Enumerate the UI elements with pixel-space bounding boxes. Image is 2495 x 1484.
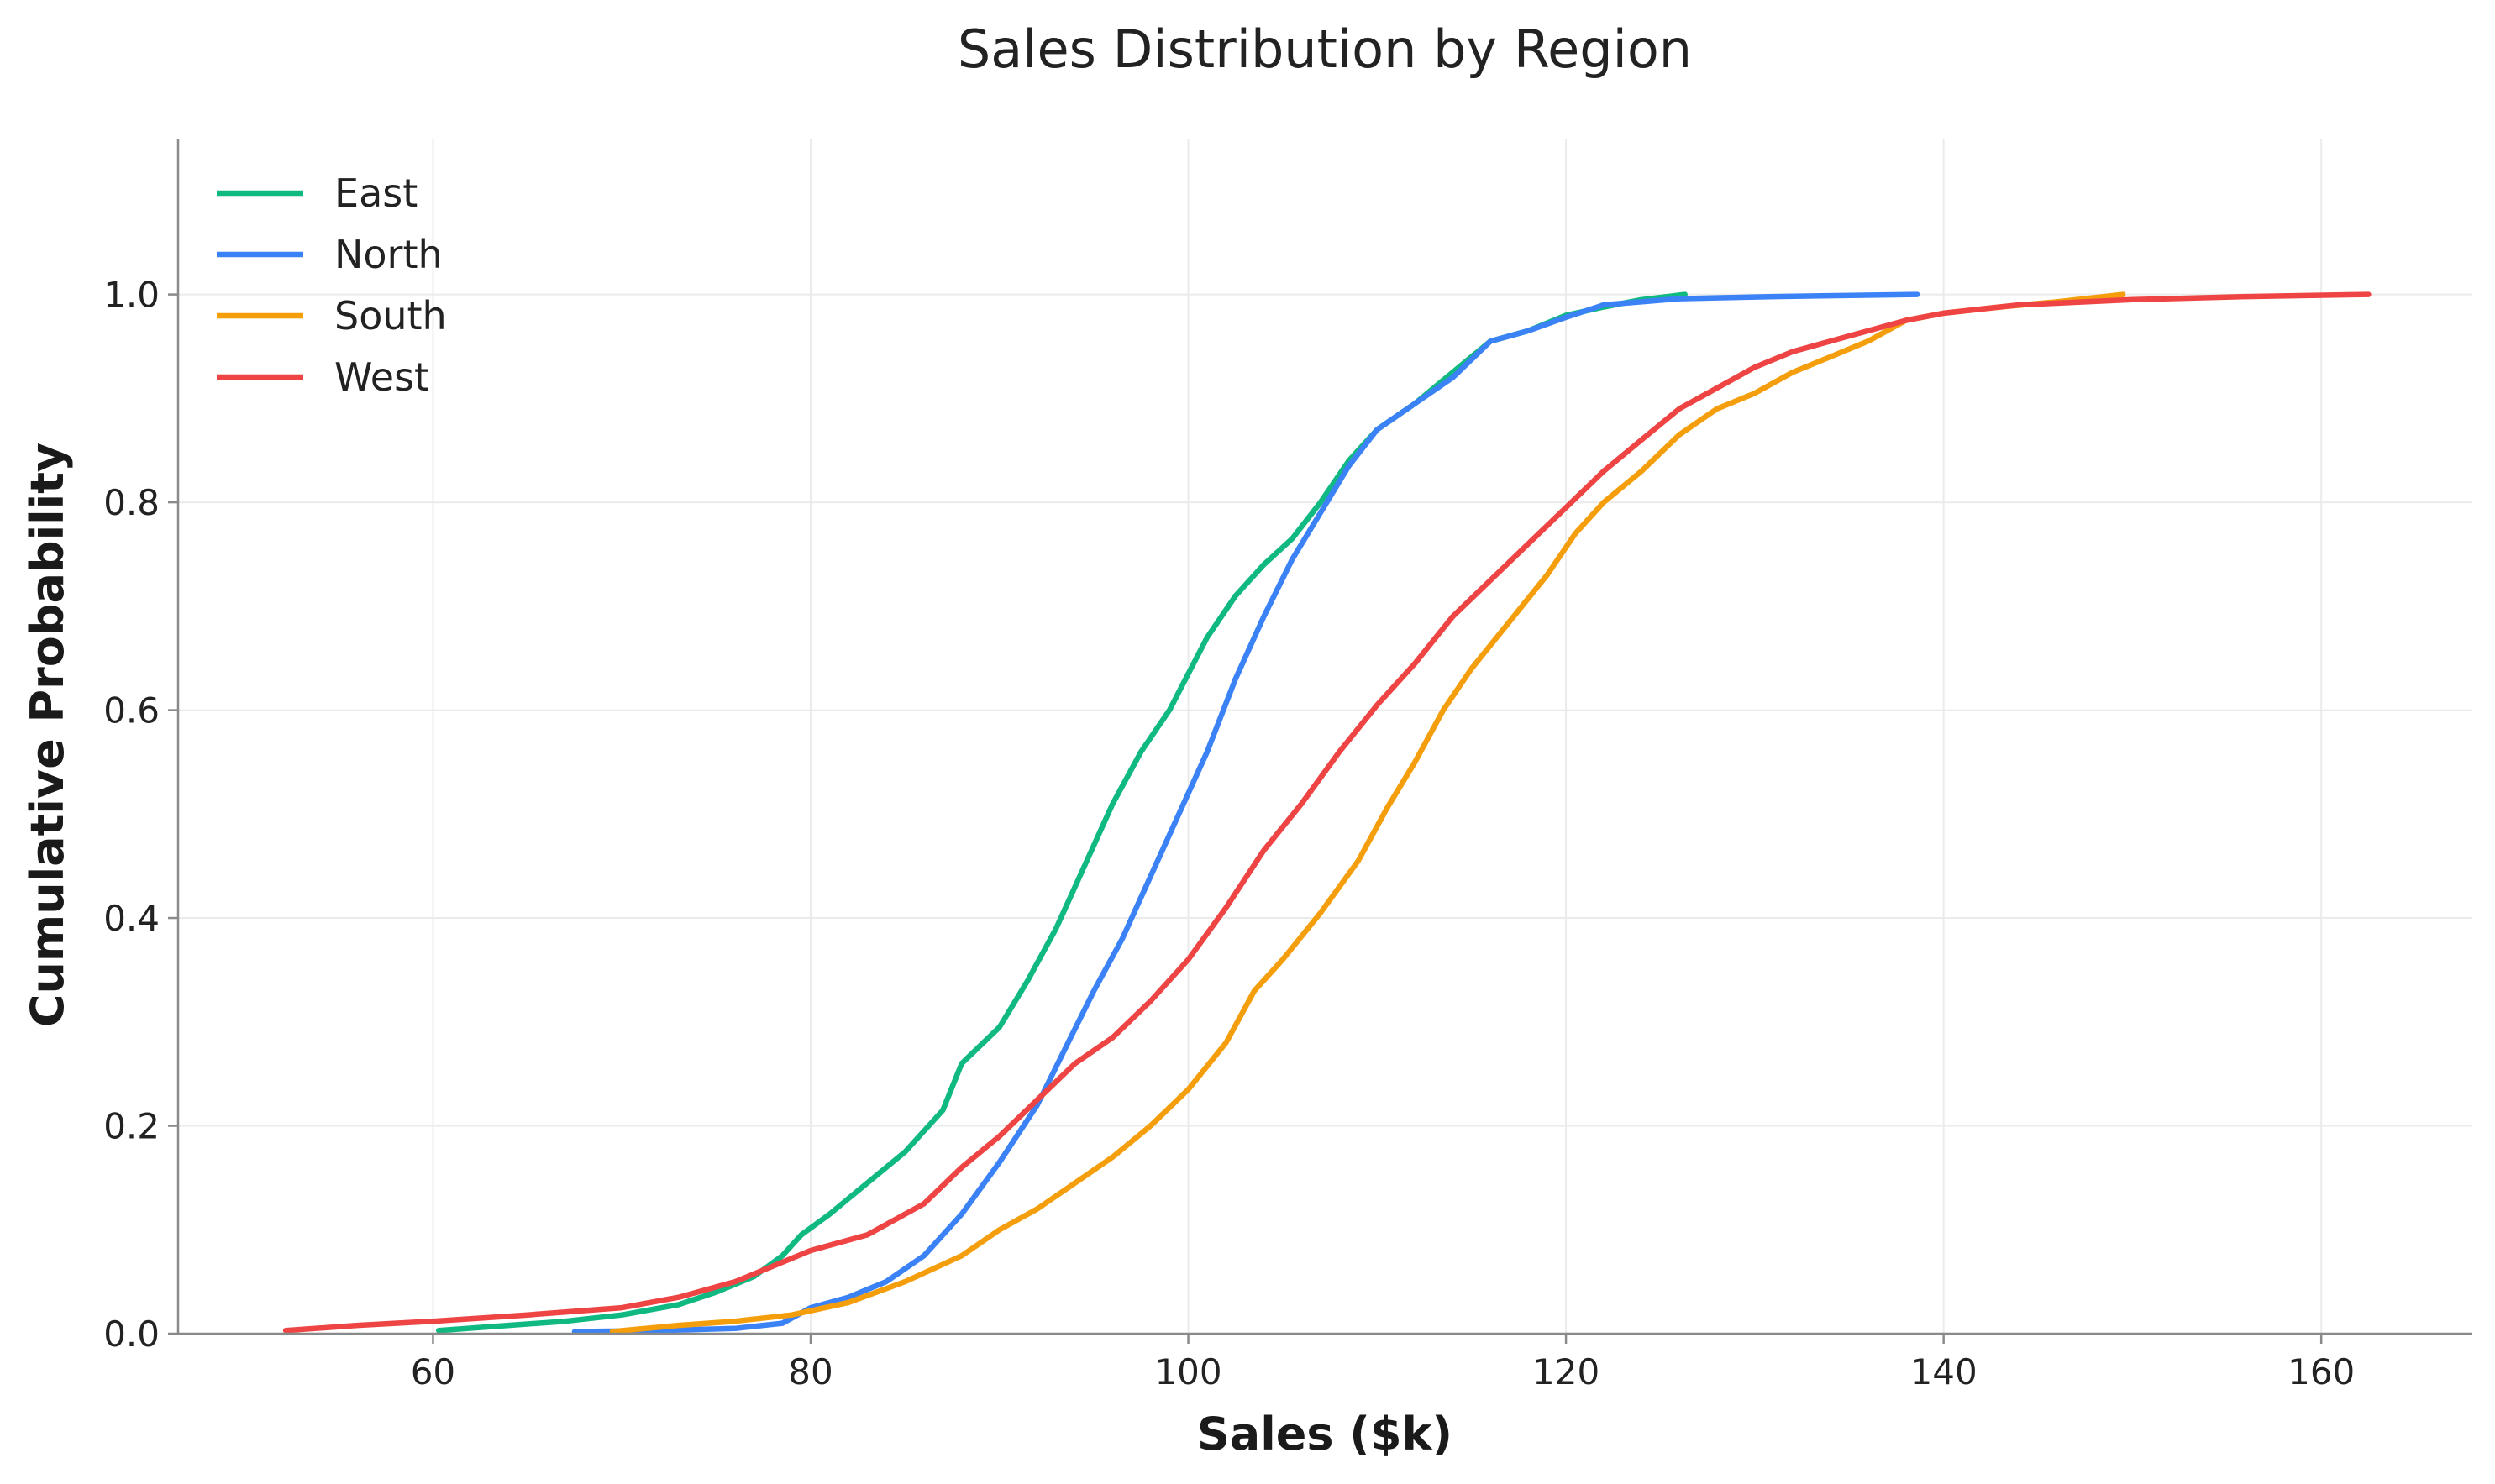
series-lines bbox=[282, 291, 2372, 1335]
x-tick-label: 140 bbox=[1910, 1351, 1978, 1392]
series-line-north bbox=[571, 291, 1920, 1335]
legend-label-north: North bbox=[334, 232, 443, 277]
y-ticks: 0.0 0.2 0.4 0.6 0.8 1.0 bbox=[103, 275, 178, 1355]
chart-title: Sales Distribution by Region bbox=[958, 18, 1692, 80]
x-ticks: 60 80 100 120 140 160 bbox=[411, 1334, 2355, 1392]
y-tick-label: 1.0 bbox=[103, 275, 160, 316]
series-line-south bbox=[609, 291, 2126, 1335]
y-tick-label: 0.4 bbox=[103, 898, 160, 939]
legend-label-south: South bbox=[334, 293, 447, 338]
x-tick-label: 160 bbox=[2288, 1351, 2355, 1392]
legend: East North South West bbox=[217, 170, 447, 400]
axes bbox=[176, 139, 2472, 1335]
legend-label-west: West bbox=[334, 354, 429, 400]
x-tick-label: 120 bbox=[1532, 1351, 1599, 1392]
y-axis-label: Cumulative Probability bbox=[21, 443, 74, 1027]
x-tick-label: 100 bbox=[1154, 1351, 1221, 1392]
x-tick-label: 60 bbox=[411, 1351, 455, 1392]
legend-label-east: East bbox=[334, 170, 418, 216]
series-line-east bbox=[435, 291, 1688, 1334]
y-tick-label: 0.2 bbox=[103, 1106, 160, 1147]
y-tick-label: 0.0 bbox=[103, 1314, 160, 1355]
x-axis-label: Sales ($k) bbox=[1197, 1408, 1452, 1460]
y-tick-label: 0.8 bbox=[103, 482, 160, 523]
x-tick-label: 80 bbox=[788, 1351, 833, 1392]
series-line-west bbox=[282, 291, 2372, 1334]
y-tick-label: 0.6 bbox=[103, 690, 160, 732]
grid-lines bbox=[178, 139, 2472, 1335]
